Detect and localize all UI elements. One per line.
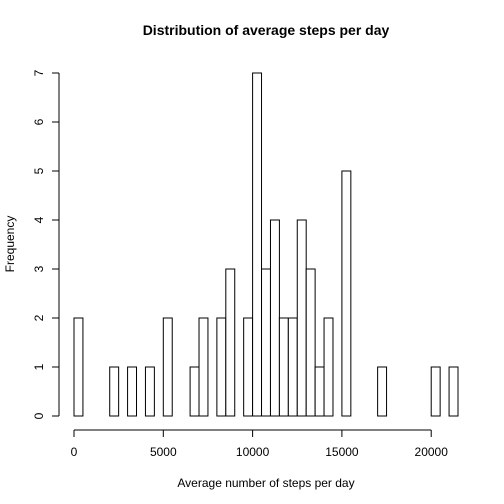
histogram-bar	[216, 317, 227, 417]
x-tick-label: 20000	[415, 445, 449, 459]
histogram-bar	[243, 317, 254, 417]
histogram-bar	[127, 366, 138, 417]
histogram-bar	[430, 366, 441, 417]
histogram-bar	[252, 72, 263, 417]
x-tick-label: 0	[71, 445, 78, 459]
x-axis-label: Average number of steps per day	[177, 476, 354, 490]
histogram-bar	[341, 170, 352, 417]
y-tick-label: 2	[32, 314, 46, 321]
histogram-bar	[448, 366, 459, 417]
x-tick-label: 5000	[150, 445, 177, 459]
y-axis: 0 1 2 3 4 5 6 7	[32, 69, 60, 419]
x-axis: 0 5000 10000 15000 20000	[71, 429, 449, 459]
x-tick-label: 15000	[325, 445, 359, 459]
chart-title: Distribution of average steps per day	[143, 22, 390, 38]
y-tick-label: 3	[32, 265, 46, 272]
histogram-bar	[109, 366, 120, 417]
histogram-bar	[278, 317, 289, 417]
histogram-bar	[144, 366, 155, 417]
histogram-bar	[377, 366, 388, 417]
y-tick-label: 0	[32, 412, 46, 419]
y-tick-label: 5	[32, 167, 46, 174]
histogram-bar	[162, 317, 173, 417]
histogram-bar	[314, 366, 325, 417]
y-tick-label: 7	[32, 69, 46, 76]
histogram-bar	[225, 268, 236, 417]
histogram-bar	[287, 317, 298, 417]
y-tick-label: 4	[32, 216, 46, 223]
histogram-bar	[189, 366, 200, 417]
histogram-bar	[323, 317, 334, 417]
histogram-bar	[261, 268, 271, 417]
y-tick-label: 6	[32, 118, 46, 125]
histogram-bar	[73, 317, 84, 417]
histogram-bar	[198, 317, 209, 417]
bars-group	[73, 72, 459, 417]
y-axis-label: Frequency	[3, 216, 17, 273]
y-tick-label: 1	[32, 363, 46, 370]
histogram-bar	[305, 268, 316, 417]
histogram-bar	[269, 219, 280, 417]
x-tick-label: 10000	[236, 445, 270, 459]
histogram-bar	[296, 219, 307, 417]
